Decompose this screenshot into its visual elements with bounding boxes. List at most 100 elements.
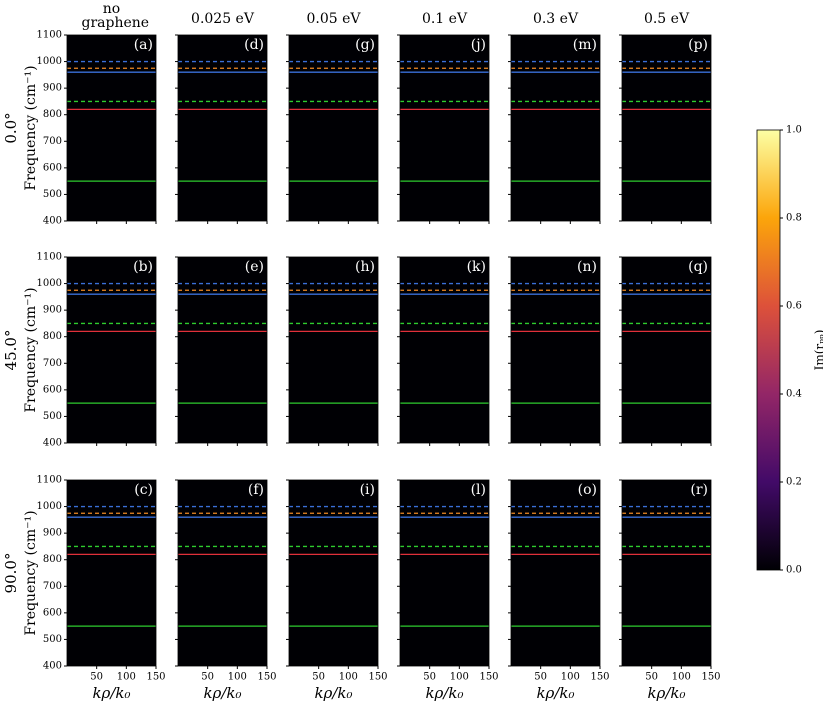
row-title: 45.0° (2, 330, 20, 371)
x-axis-label: kρ/k₀ (425, 684, 463, 702)
colorbar-tick-label: 0.0 (786, 565, 802, 576)
y-tick-label: 1100 (37, 252, 62, 263)
panel-frame (288, 34, 379, 222)
column-title: 0.05 eV (306, 11, 361, 27)
x-tick-label: 150 (368, 672, 387, 683)
y-tick-label: 400 (43, 438, 62, 449)
panel-label: (q) (688, 259, 708, 275)
heatmap-panel (622, 480, 711, 666)
y-tick-label: 600 (43, 162, 62, 173)
x-tick-label: 100 (339, 672, 358, 683)
x-tick-label: 50 (534, 672, 547, 683)
y-tick-label: 1100 (37, 30, 62, 41)
heatmap-panel (622, 257, 711, 443)
panel-label: (j) (471, 37, 486, 53)
x-tick-label: 100 (672, 672, 691, 683)
panel-label: (a) (134, 37, 153, 53)
heatmap-panel (289, 480, 378, 666)
y-axis-label: Frequency (cm⁻¹) (23, 287, 39, 412)
x-tick-label: 50 (312, 672, 325, 683)
panel-frame (66, 256, 157, 444)
panel-frame (399, 479, 490, 667)
colorbar-tick-label: 0.8 (786, 213, 802, 224)
panel-frame (399, 34, 490, 222)
x-axis-label: kρ/k₀ (203, 684, 241, 702)
x-tick-label: 150 (146, 672, 165, 683)
y-tick-label: 700 (43, 136, 62, 147)
colorbar-tick-label: 0.6 (786, 301, 802, 312)
panel-label: (k) (467, 259, 486, 275)
x-tick-label: 50 (423, 672, 436, 683)
panel-frame (621, 479, 712, 667)
x-tick-label: 100 (117, 672, 136, 683)
y-tick-label: 700 (43, 581, 62, 592)
panel-frame (177, 479, 268, 667)
x-tick-label: 100 (450, 672, 469, 683)
y-tick-label: 1100 (37, 475, 62, 486)
y-tick-label: 500 (43, 634, 62, 645)
panel-label: (h) (355, 259, 375, 275)
column-title: no graphene (81, 1, 150, 31)
panel-frame (621, 34, 712, 222)
column-title: 0.5 eV (643, 11, 690, 27)
y-tick-label: 500 (43, 189, 62, 200)
x-tick-label: 100 (561, 672, 580, 683)
x-axis-label: kρ/k₀ (314, 684, 352, 702)
panel-frame (621, 256, 712, 444)
heatmap-panel (511, 35, 600, 221)
x-tick-label: 100 (228, 672, 247, 683)
heatmap-panel (400, 480, 489, 666)
y-tick-label: 1000 (37, 501, 62, 512)
y-tick-label: 800 (43, 554, 62, 565)
heatmap-panel (622, 35, 711, 221)
panel-frame (288, 479, 379, 667)
row-title: 90.0° (2, 553, 20, 594)
panel-label: (l) (471, 482, 486, 498)
panel-frame (177, 256, 268, 444)
x-tick-label: 150 (701, 672, 720, 683)
heatmap-panel (511, 257, 600, 443)
colorbar (756, 129, 781, 571)
panel-label: (c) (134, 482, 153, 498)
panel-label: (b) (133, 259, 153, 275)
y-axis-label: Frequency (cm⁻¹) (23, 65, 39, 190)
y-tick-label: 800 (43, 109, 62, 120)
panel-label: (o) (578, 482, 597, 498)
heatmap-panel (178, 480, 267, 666)
y-tick-label: 900 (43, 83, 62, 94)
y-tick-label: 900 (43, 528, 62, 539)
colorbar-tick-label: 0.4 (786, 389, 802, 400)
y-tick-label: 1000 (37, 278, 62, 289)
panel-frame (66, 34, 157, 222)
panel-frame (177, 34, 268, 222)
panel-frame (66, 479, 157, 667)
panel-frame (510, 34, 601, 222)
y-tick-label: 600 (43, 607, 62, 618)
panel-label: (n) (577, 259, 597, 275)
heatmap-panel (178, 35, 267, 221)
row-title: 0.0° (2, 112, 20, 143)
heatmap-panel (400, 257, 489, 443)
x-tick-label: 150 (590, 672, 609, 683)
column-title: 0.3 eV (532, 11, 579, 27)
colorbar-label: Im(rₚₚ) (813, 330, 823, 371)
x-tick-label: 50 (645, 672, 658, 683)
heatmap-panel (67, 480, 156, 666)
panel-label: (d) (244, 37, 264, 53)
panel-label: (f) (248, 482, 264, 498)
panel-label: (i) (360, 482, 375, 498)
y-tick-label: 700 (43, 358, 62, 369)
panel-label: (g) (355, 37, 375, 53)
x-tick-label: 50 (201, 672, 214, 683)
x-axis-label: kρ/k₀ (92, 684, 130, 702)
colorbar-tick-label: 0.2 (786, 477, 802, 488)
column-title: 0.025 eV (191, 11, 254, 27)
panel-label: (p) (688, 37, 708, 53)
heatmap-panel (289, 35, 378, 221)
y-tick-label: 800 (43, 331, 62, 342)
y-tick-label: 500 (43, 411, 62, 422)
x-tick-label: 50 (90, 672, 103, 683)
heatmap-panel (289, 257, 378, 443)
